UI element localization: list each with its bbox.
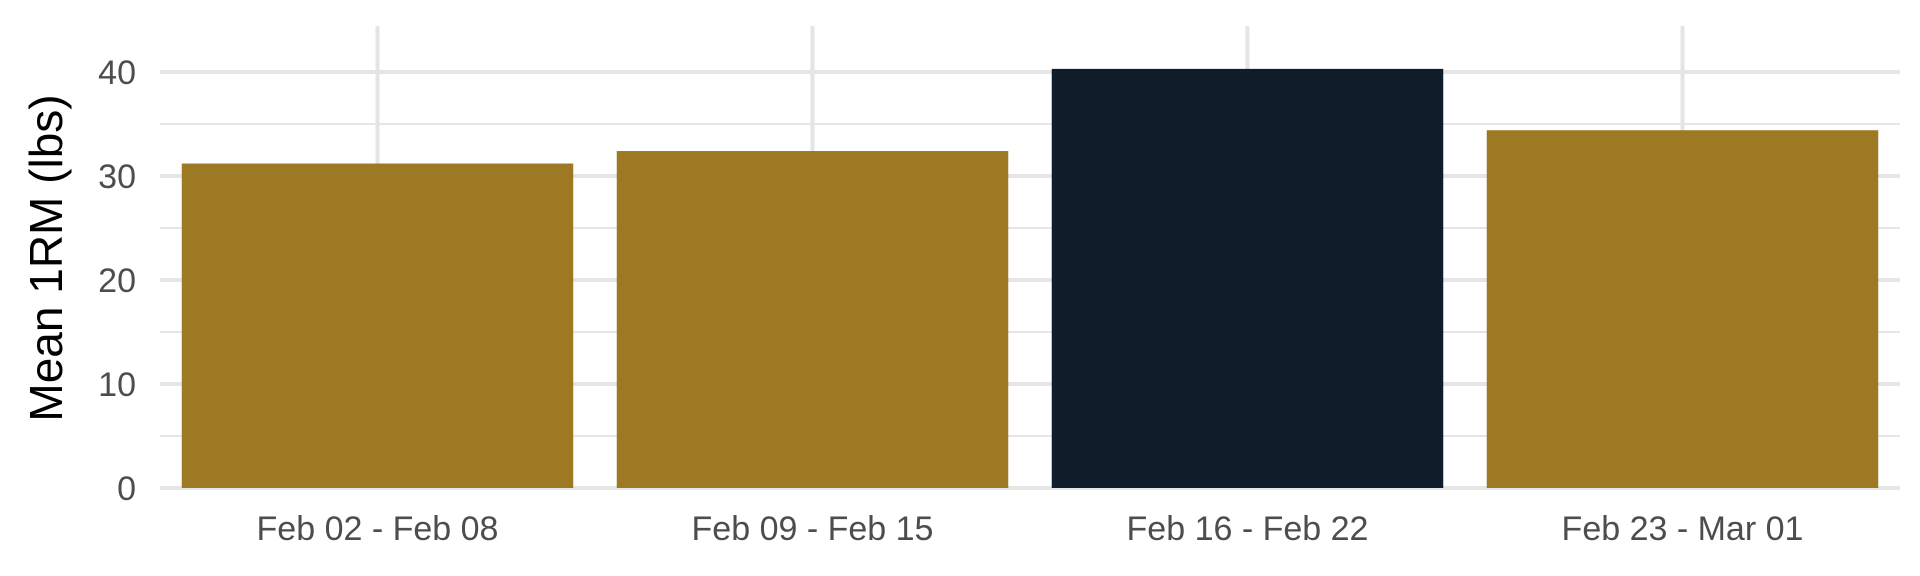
x-axis-ticks: Feb 02 - Feb 08 Feb 09 - Feb 15 Feb 16 - F… bbox=[257, 510, 1804, 548]
y-tick-label: 40 bbox=[98, 54, 136, 92]
bar-4 bbox=[1486, 130, 1879, 489]
bar-1 bbox=[181, 163, 574, 488]
y-tick-label: 30 bbox=[98, 158, 136, 196]
y-tick-label: 10 bbox=[98, 366, 136, 404]
x-tick-label: Feb 09 - Feb 15 bbox=[692, 510, 934, 548]
x-tick-label: Feb 23 - Mar 01 bbox=[1562, 510, 1804, 548]
x-tick-label: Feb 16 - Feb 22 bbox=[1127, 510, 1369, 548]
bar-3 bbox=[1051, 68, 1444, 488]
bars bbox=[181, 68, 1879, 489]
bar-2 bbox=[616, 151, 1009, 489]
y-axis-ticks: 0 10 20 30 40 bbox=[98, 54, 136, 508]
y-tick-label: 20 bbox=[98, 262, 136, 300]
y-tick-label: 0 bbox=[117, 470, 136, 508]
y-axis-title: Mean 1RM (lbs) bbox=[20, 94, 72, 421]
x-tick-label: Feb 02 - Feb 08 bbox=[257, 510, 499, 548]
